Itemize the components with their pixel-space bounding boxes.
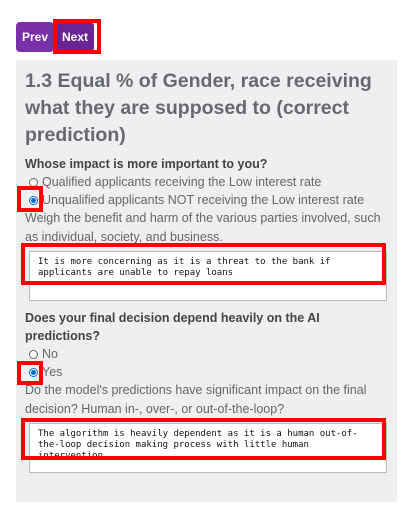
- option-no[interactable]: No: [25, 345, 388, 363]
- prev-button[interactable]: Prev: [16, 22, 54, 52]
- option-yes[interactable]: Yes: [25, 363, 388, 381]
- question-card: 1.3 Equal % of Gender, race receiving wh…: [16, 60, 397, 502]
- dependence-description: Do the model's predictions have signific…: [25, 381, 388, 419]
- dependence-answer-textarea[interactable]: The algorithm is heavily dependent as it…: [29, 423, 387, 473]
- option-qualified-label: Qualified applicants receiving the Low i…: [42, 173, 321, 191]
- option-yes-label: Yes: [42, 363, 62, 381]
- radio-no[interactable]: [29, 350, 38, 359]
- question-dependence: Does your final decision depend heavily …: [25, 309, 388, 345]
- section-title: 1.3 Equal % of Gender, race receiving wh…: [25, 68, 388, 149]
- radio-unqualified[interactable]: [29, 196, 38, 205]
- option-unqualified[interactable]: Unqualified applicants NOT receiving the…: [25, 191, 388, 209]
- option-no-label: No: [42, 345, 58, 363]
- option-unqualified-label: Unqualified applicants NOT receiving the…: [42, 191, 364, 209]
- next-highlight: [53, 19, 101, 54]
- question-impact: Whose impact is more important to you?: [25, 155, 388, 173]
- impact-description: Weigh the benefit and harm of the variou…: [25, 209, 388, 247]
- radio-qualified[interactable]: [29, 178, 38, 187]
- option-qualified[interactable]: Qualified applicants receiving the Low i…: [25, 173, 388, 191]
- radio-yes[interactable]: [29, 368, 38, 377]
- impact-answer-textarea[interactable]: It is more concerning as it is a threat …: [29, 251, 387, 301]
